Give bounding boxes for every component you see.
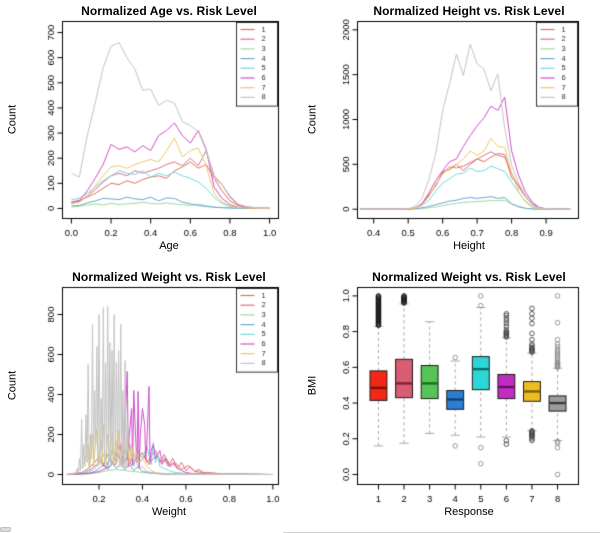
height-plot-title: Normalized Height vs. Risk Level <box>373 4 565 18</box>
age-y-axis-label: Count <box>6 104 19 135</box>
height-y-axis-label: Count <box>306 104 319 135</box>
bmi-plot-title: Normalized Weight vs. Risk Level <box>372 270 566 284</box>
subplot-height: Normalized Height vs. Risk Level Height … <box>300 0 600 267</box>
weight-plot-title: Normalized Weight vs. Risk Level <box>72 270 266 284</box>
height-plot-canvas <box>300 0 600 267</box>
age-plot-title: Normalized Age vs. Risk Level <box>81 4 257 18</box>
age-plot-canvas <box>0 0 300 267</box>
weight-y-axis-label: Count <box>6 370 19 401</box>
subplot-age: Normalized Age vs. Risk Level Age Count <box>0 0 300 267</box>
bmi-boxplot-canvas <box>300 266 600 533</box>
subplot-weight: Normalized Weight vs. Risk Level Weight … <box>0 266 300 533</box>
weight-x-axis-label: Weight <box>151 506 187 518</box>
age-x-axis-label: Age <box>159 240 179 252</box>
bmi-x-axis-label: Response <box>444 506 494 518</box>
scrollbar-stub <box>0 527 11 532</box>
height-x-axis-label: Height <box>453 240 485 252</box>
weight-plot-canvas <box>0 266 300 533</box>
bmi-y-axis-label: BMI <box>306 375 319 396</box>
subplot-bmi-boxplot: Normalized Weight vs. Risk Level Respons… <box>300 266 600 533</box>
